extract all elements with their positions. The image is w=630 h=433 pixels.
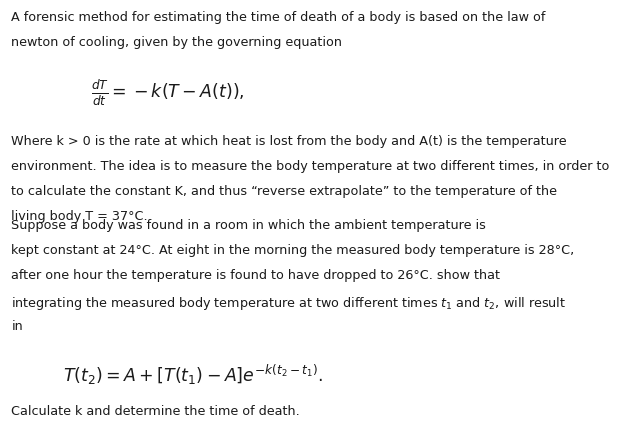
Text: after one hour the temperature is found to have dropped to 26°C. show that: after one hour the temperature is found … (11, 269, 500, 282)
Text: Suppose a body was found in a room in which the ambient temperature is: Suppose a body was found in a room in wh… (11, 219, 486, 232)
Text: newton of cooling, given by the governing equation: newton of cooling, given by the governin… (11, 36, 342, 49)
Text: Calculate k and determine the time of death.: Calculate k and determine the time of de… (11, 405, 300, 418)
Text: kept constant at 24°C. At eight in the morning the measured body temperature is : kept constant at 24°C. At eight in the m… (11, 244, 575, 257)
Text: in: in (11, 320, 23, 333)
Text: living body T = 37°C.: living body T = 37°C. (11, 210, 148, 223)
Text: A forensic method for estimating the time of death of a body is based on the law: A forensic method for estimating the tim… (11, 11, 546, 24)
Text: to calculate the constant K, and thus “reverse extrapolate” to the temperature o: to calculate the constant K, and thus “r… (11, 185, 558, 198)
Text: $T(t_2) = A + [T(t_1) - A]e^{-k(t_2-t_1)}.$: $T(t_2) = A + [T(t_1) - A]e^{-k(t_2-t_1)… (63, 362, 323, 387)
Text: Where k > 0 is the rate at which heat is lost from the body and A(t) is the temp: Where k > 0 is the rate at which heat is… (11, 135, 567, 148)
Text: environment. The idea is to measure the body temperature at two different times,: environment. The idea is to measure the … (11, 160, 610, 173)
Text: $\frac{dT}{dt} = -k(T - A(t)),$: $\frac{dT}{dt} = -k(T - A(t)),$ (91, 79, 245, 108)
Text: integrating the measured body temperature at two different times $t_1$ and $t_2$: integrating the measured body temperatur… (11, 294, 566, 312)
